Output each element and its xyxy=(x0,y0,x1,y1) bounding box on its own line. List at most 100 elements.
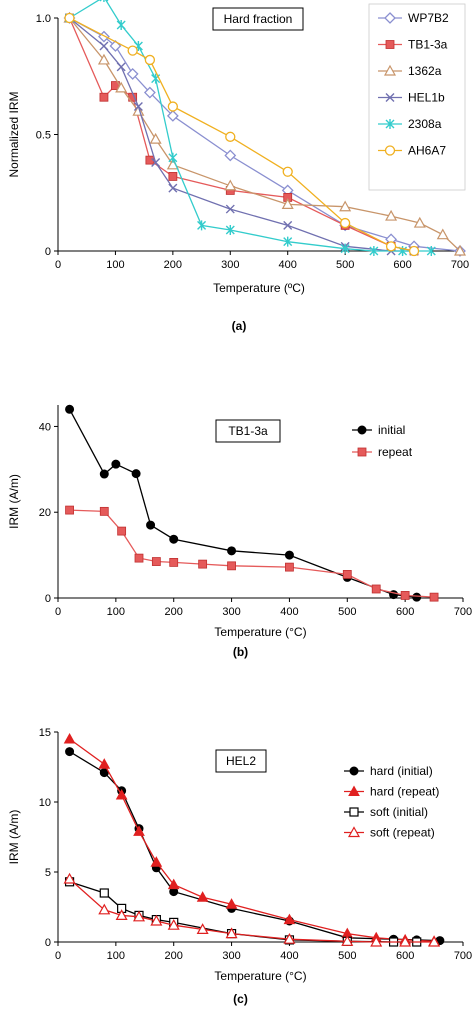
data-point xyxy=(227,561,236,571)
chart-panel-1: 0 100 200 300 400 500 600 700 0 0.5 1.0 Temperature… xyxy=(7,0,469,333)
chart-title-box xyxy=(212,7,304,31)
panel-label: (b) xyxy=(233,645,248,659)
data-point xyxy=(339,200,352,212)
data-point xyxy=(99,469,109,479)
data-point xyxy=(117,526,127,536)
data-point xyxy=(429,592,439,602)
legend-label: AH6A7 xyxy=(408,144,446,158)
legend: WP7B2 TB1-3a 1362a HEL1b 2308a AH6A7 xyxy=(368,3,466,191)
data-point xyxy=(63,872,76,884)
legend-label: HEL1b xyxy=(408,91,445,105)
data-point xyxy=(370,935,383,947)
y-tick-label: 5 xyxy=(45,867,51,879)
data-point xyxy=(341,935,354,946)
data-point xyxy=(285,562,294,572)
data-point xyxy=(151,157,161,167)
data-point xyxy=(99,0,109,3)
x-tick-label: 0 xyxy=(55,606,61,618)
data-point xyxy=(453,244,467,256)
x-tick-label: 700 xyxy=(454,606,472,618)
data-point xyxy=(168,152,178,163)
data-point xyxy=(225,898,238,909)
data-point xyxy=(369,246,379,256)
legend-marker xyxy=(385,93,395,102)
data-point xyxy=(339,217,351,229)
data-point xyxy=(224,179,237,191)
legend-label: WP7B2 xyxy=(408,11,449,25)
y-tick-label: 0 xyxy=(45,937,51,949)
data-point xyxy=(413,216,426,228)
series-repeat xyxy=(65,505,439,602)
y-tick-label: 1.0 xyxy=(36,13,51,25)
data-point xyxy=(144,54,156,66)
data-point xyxy=(99,41,109,51)
data-point xyxy=(167,878,180,890)
x-tick-label: 600 xyxy=(396,606,414,618)
legend-label: hard (initial) xyxy=(370,764,433,778)
data-point xyxy=(400,591,410,600)
y-tick-label: 15 xyxy=(39,727,51,739)
y-tick-label: 20 xyxy=(39,507,51,519)
series-line xyxy=(69,509,435,598)
data-point xyxy=(224,149,237,162)
data-point xyxy=(116,19,126,30)
data-point xyxy=(227,546,237,556)
x-tick-label: 600 xyxy=(396,950,414,962)
legend: initial repeat xyxy=(352,423,413,459)
x-tick-label: 100 xyxy=(107,950,125,962)
data-point xyxy=(111,459,121,469)
data-point xyxy=(134,553,144,563)
data-point xyxy=(65,404,75,414)
y-tick-label: 40 xyxy=(39,421,51,433)
legend-label: 2308a xyxy=(408,117,442,131)
chart-panel-2: 0 100 200 300 400 500 600 700 0 20 40 Temperature (… xyxy=(7,404,472,659)
legend-label: 1362a xyxy=(408,64,442,78)
y-tick-label: 0 xyxy=(45,593,51,605)
x-tick-label: 300 xyxy=(222,950,240,962)
x-tick-label: 0 xyxy=(55,259,61,271)
legend-marker xyxy=(349,807,359,817)
data-point xyxy=(197,220,207,231)
data-point xyxy=(196,923,209,934)
data-point xyxy=(116,62,126,72)
data-point xyxy=(115,909,128,920)
data-point xyxy=(225,131,236,142)
legend-label: initial xyxy=(378,423,405,437)
data-point xyxy=(169,558,179,567)
data-point xyxy=(98,903,111,915)
data-point xyxy=(146,520,156,530)
x-tick-label: 700 xyxy=(451,259,469,271)
legend-marker xyxy=(384,145,396,156)
x-tick-label: 300 xyxy=(221,259,239,271)
y-axis-label: Normalized IRM xyxy=(7,91,21,177)
x-tick-label: 300 xyxy=(222,606,240,618)
chart-title: HEL2 xyxy=(226,754,256,768)
chart-title-box xyxy=(215,749,267,773)
y-tick-label: 0.5 xyxy=(36,130,51,142)
x-tick-label: 0 xyxy=(55,950,61,962)
data-point xyxy=(283,220,293,230)
legend-label: TB1-3a xyxy=(408,38,448,52)
legend-marker xyxy=(357,447,367,457)
data-point xyxy=(340,243,350,254)
panel-label: (a) xyxy=(232,319,247,333)
legend-marker xyxy=(347,826,361,838)
x-tick-label: 400 xyxy=(280,606,298,618)
data-point xyxy=(151,557,161,566)
series-soft-initial- xyxy=(64,877,422,947)
legend-marker xyxy=(385,40,395,49)
x-tick-label: 100 xyxy=(106,259,124,271)
data-point xyxy=(150,856,163,867)
y-axis-label: IRM (A/m) xyxy=(7,474,21,529)
data-point xyxy=(99,888,109,898)
legend-label: soft (repeat) xyxy=(370,826,435,840)
data-point xyxy=(284,550,294,560)
data-point xyxy=(198,559,208,569)
data-point xyxy=(109,40,122,52)
data-point xyxy=(225,225,235,236)
legend-marker xyxy=(348,785,360,796)
data-point xyxy=(385,241,397,252)
data-point xyxy=(342,570,352,579)
x-tick-label: 400 xyxy=(279,259,297,271)
